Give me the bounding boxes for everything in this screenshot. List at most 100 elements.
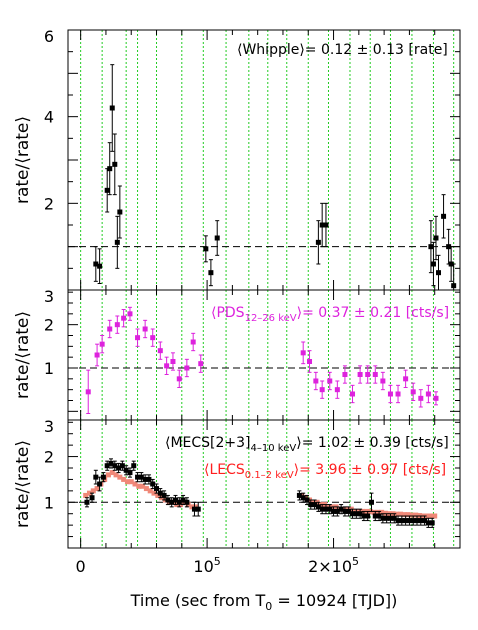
data-point (165, 497, 171, 503)
data-point (300, 350, 306, 356)
data-point (85, 389, 91, 395)
x-tick-label: 2×105 (308, 555, 359, 576)
data-point (296, 492, 302, 498)
data-point (208, 270, 214, 276)
data-point (127, 470, 133, 476)
data-point (170, 359, 176, 364)
data-point (180, 497, 186, 503)
data-point (448, 261, 454, 267)
data-point (323, 506, 329, 512)
data-point (451, 283, 457, 289)
annotation-text: ⟨Whipple⟩= 0.12 ± 0.13 [rate] (237, 42, 448, 58)
x-label-main: Time (sec from T (130, 591, 266, 610)
annotation-rest: ⟩= 0.37 ± 0.21 [cts/s] (297, 305, 449, 321)
annotation-subscript: 0.1–2 keV (245, 470, 294, 481)
data-point (403, 376, 409, 382)
y-axis-label: rate/⟨rate⟩ (13, 116, 33, 204)
data-point (357, 372, 363, 377)
data-point (391, 515, 397, 521)
data-point (119, 463, 125, 469)
data-point (97, 263, 103, 269)
data-point (300, 495, 306, 501)
data-point (342, 372, 348, 377)
data-point (308, 502, 314, 508)
data-point (104, 463, 110, 469)
data-point (136, 483, 142, 489)
data-point (172, 497, 178, 503)
data-point (109, 105, 115, 111)
y-tick-label: 1 (44, 493, 54, 512)
data-point (394, 511, 400, 517)
series-1-0 (85, 306, 439, 414)
data-point (123, 467, 129, 473)
data-point (89, 495, 95, 501)
data-point (399, 518, 405, 524)
annotation-rest: ⟩= 3.96 ± 0.97 [cts/s] (294, 462, 446, 478)
data-point (319, 506, 325, 512)
y-tick-label: 2 (44, 194, 54, 213)
data-point (112, 463, 118, 469)
stat-annotation: ⟨LECS0.1–2 keV⟩= 3.96 ± 0.97 [cts/s] (204, 462, 446, 481)
data-point (430, 261, 436, 267)
data-point (395, 518, 401, 524)
y-axis-label: rate/⟨rate⟩ (13, 440, 33, 528)
y-tick-label: 3 (44, 287, 54, 306)
data-point (93, 261, 99, 267)
x-axis-label: Time (sec from T0 = 10924 [TJD]) (130, 591, 398, 613)
data-point (327, 378, 333, 384)
data-point (114, 239, 120, 245)
data-point (169, 499, 175, 505)
data-point (176, 499, 182, 505)
annotation-subscript: 4–10 keV (251, 443, 297, 454)
data-point (350, 391, 356, 397)
data-point (338, 506, 344, 512)
data-point (142, 326, 148, 332)
panel-frame (67, 419, 461, 549)
data-point (113, 472, 119, 478)
data-point (414, 518, 420, 524)
data-point (83, 492, 89, 498)
data-point (387, 515, 393, 521)
y-tick-label: 4 (44, 108, 54, 127)
data-point (146, 476, 152, 482)
y-tick-label: 2 (44, 448, 54, 467)
y-tick-label: 1 (44, 359, 54, 378)
y-axis-label: rate/⟨rate⟩ (13, 311, 33, 399)
data-point (132, 481, 138, 487)
data-point (155, 492, 161, 498)
data-point (108, 460, 114, 466)
panel-2: 1 2 3 rate/⟨rate⟩ ⟨MECS[2+3]4–10 keV⟩= 1.02 … (13, 417, 461, 549)
data-point (203, 246, 209, 252)
data-point (406, 518, 412, 524)
data-point (353, 511, 359, 517)
annotation-rest: ⟩= 1.02 ± 0.39 [cts/s] (296, 435, 448, 451)
data-point (198, 361, 204, 367)
annotation-text: ⟨MECS[2+3] (165, 435, 251, 451)
data-point (433, 395, 439, 401)
data-point (425, 391, 431, 397)
data-point (117, 209, 123, 215)
data-point (368, 499, 374, 505)
annotation-subscript: 12–26 keV (245, 313, 297, 324)
data-point (164, 363, 170, 369)
data-point (380, 515, 386, 521)
data-point (189, 504, 195, 510)
data-point (90, 488, 96, 494)
data-point (184, 499, 190, 505)
data-point (94, 352, 100, 358)
data-point (418, 518, 424, 524)
data-point (403, 518, 409, 524)
data-point (143, 486, 149, 492)
data-point (428, 513, 434, 519)
data-point (124, 479, 130, 485)
x-tick-exponent: 5 (214, 555, 221, 568)
data-point (365, 513, 371, 519)
data-point (116, 465, 122, 471)
series-0-0 (93, 64, 457, 291)
data-point (422, 518, 428, 524)
data-point (429, 520, 435, 526)
data-point (112, 161, 118, 167)
data-point (315, 239, 321, 245)
data-point (157, 490, 163, 496)
